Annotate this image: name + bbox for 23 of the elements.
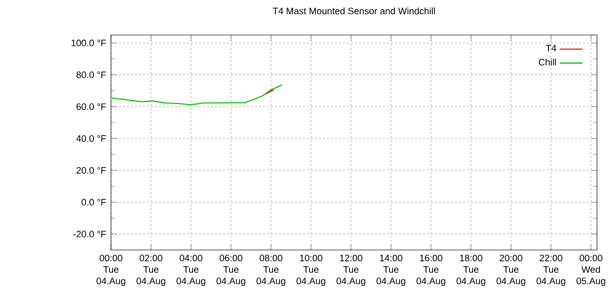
x-tick-label: 08:00 Tue 04.Aug xyxy=(256,254,286,286)
x-tick-label: 00:00 Wed 05.Aug xyxy=(576,254,606,286)
x-tick-label: 16:00 Tue 04.Aug xyxy=(416,254,446,286)
y-tick-label: 60.0 °F xyxy=(76,103,106,110)
x-tick-label: 06:00 Tue 04.Aug xyxy=(216,254,246,286)
legend-label: Chill xyxy=(538,58,556,66)
y-tick-label: -20.0 °F xyxy=(73,230,106,238)
legend-label: T4 xyxy=(546,44,556,52)
x-tick-label: 22:00 Tue 04.Aug xyxy=(536,254,566,286)
y-tick-label: 20.0 °F xyxy=(76,167,106,174)
x-tick-label: 20:00 Tue 04.Aug xyxy=(496,254,526,286)
x-tick-label: 04:00 Tue 04.Aug xyxy=(176,254,206,286)
x-tick-label: 00:00 Tue 04.Aug xyxy=(96,254,126,286)
y-tick-label: 80.0 °F xyxy=(76,72,106,78)
y-tick-label: 100.0 °F xyxy=(72,40,106,46)
y-tick-label: 40.0 °F xyxy=(76,135,106,142)
y-tick-label: 0.0 °F xyxy=(82,198,106,206)
chart-title: T4 Mast Mounted Sensor and Windchill xyxy=(272,7,435,14)
x-tick-label: 02:00 Tue 04.Aug xyxy=(136,254,166,286)
x-tick-label: 18:00 Tue 04.Aug xyxy=(456,254,486,286)
x-tick-label: 10:00 Tue 04.Aug xyxy=(296,254,326,286)
x-tick-label: 12:00 Tue 04.Aug xyxy=(336,254,366,286)
x-tick-label: 14:00 Tue 04.Aug xyxy=(376,254,406,286)
